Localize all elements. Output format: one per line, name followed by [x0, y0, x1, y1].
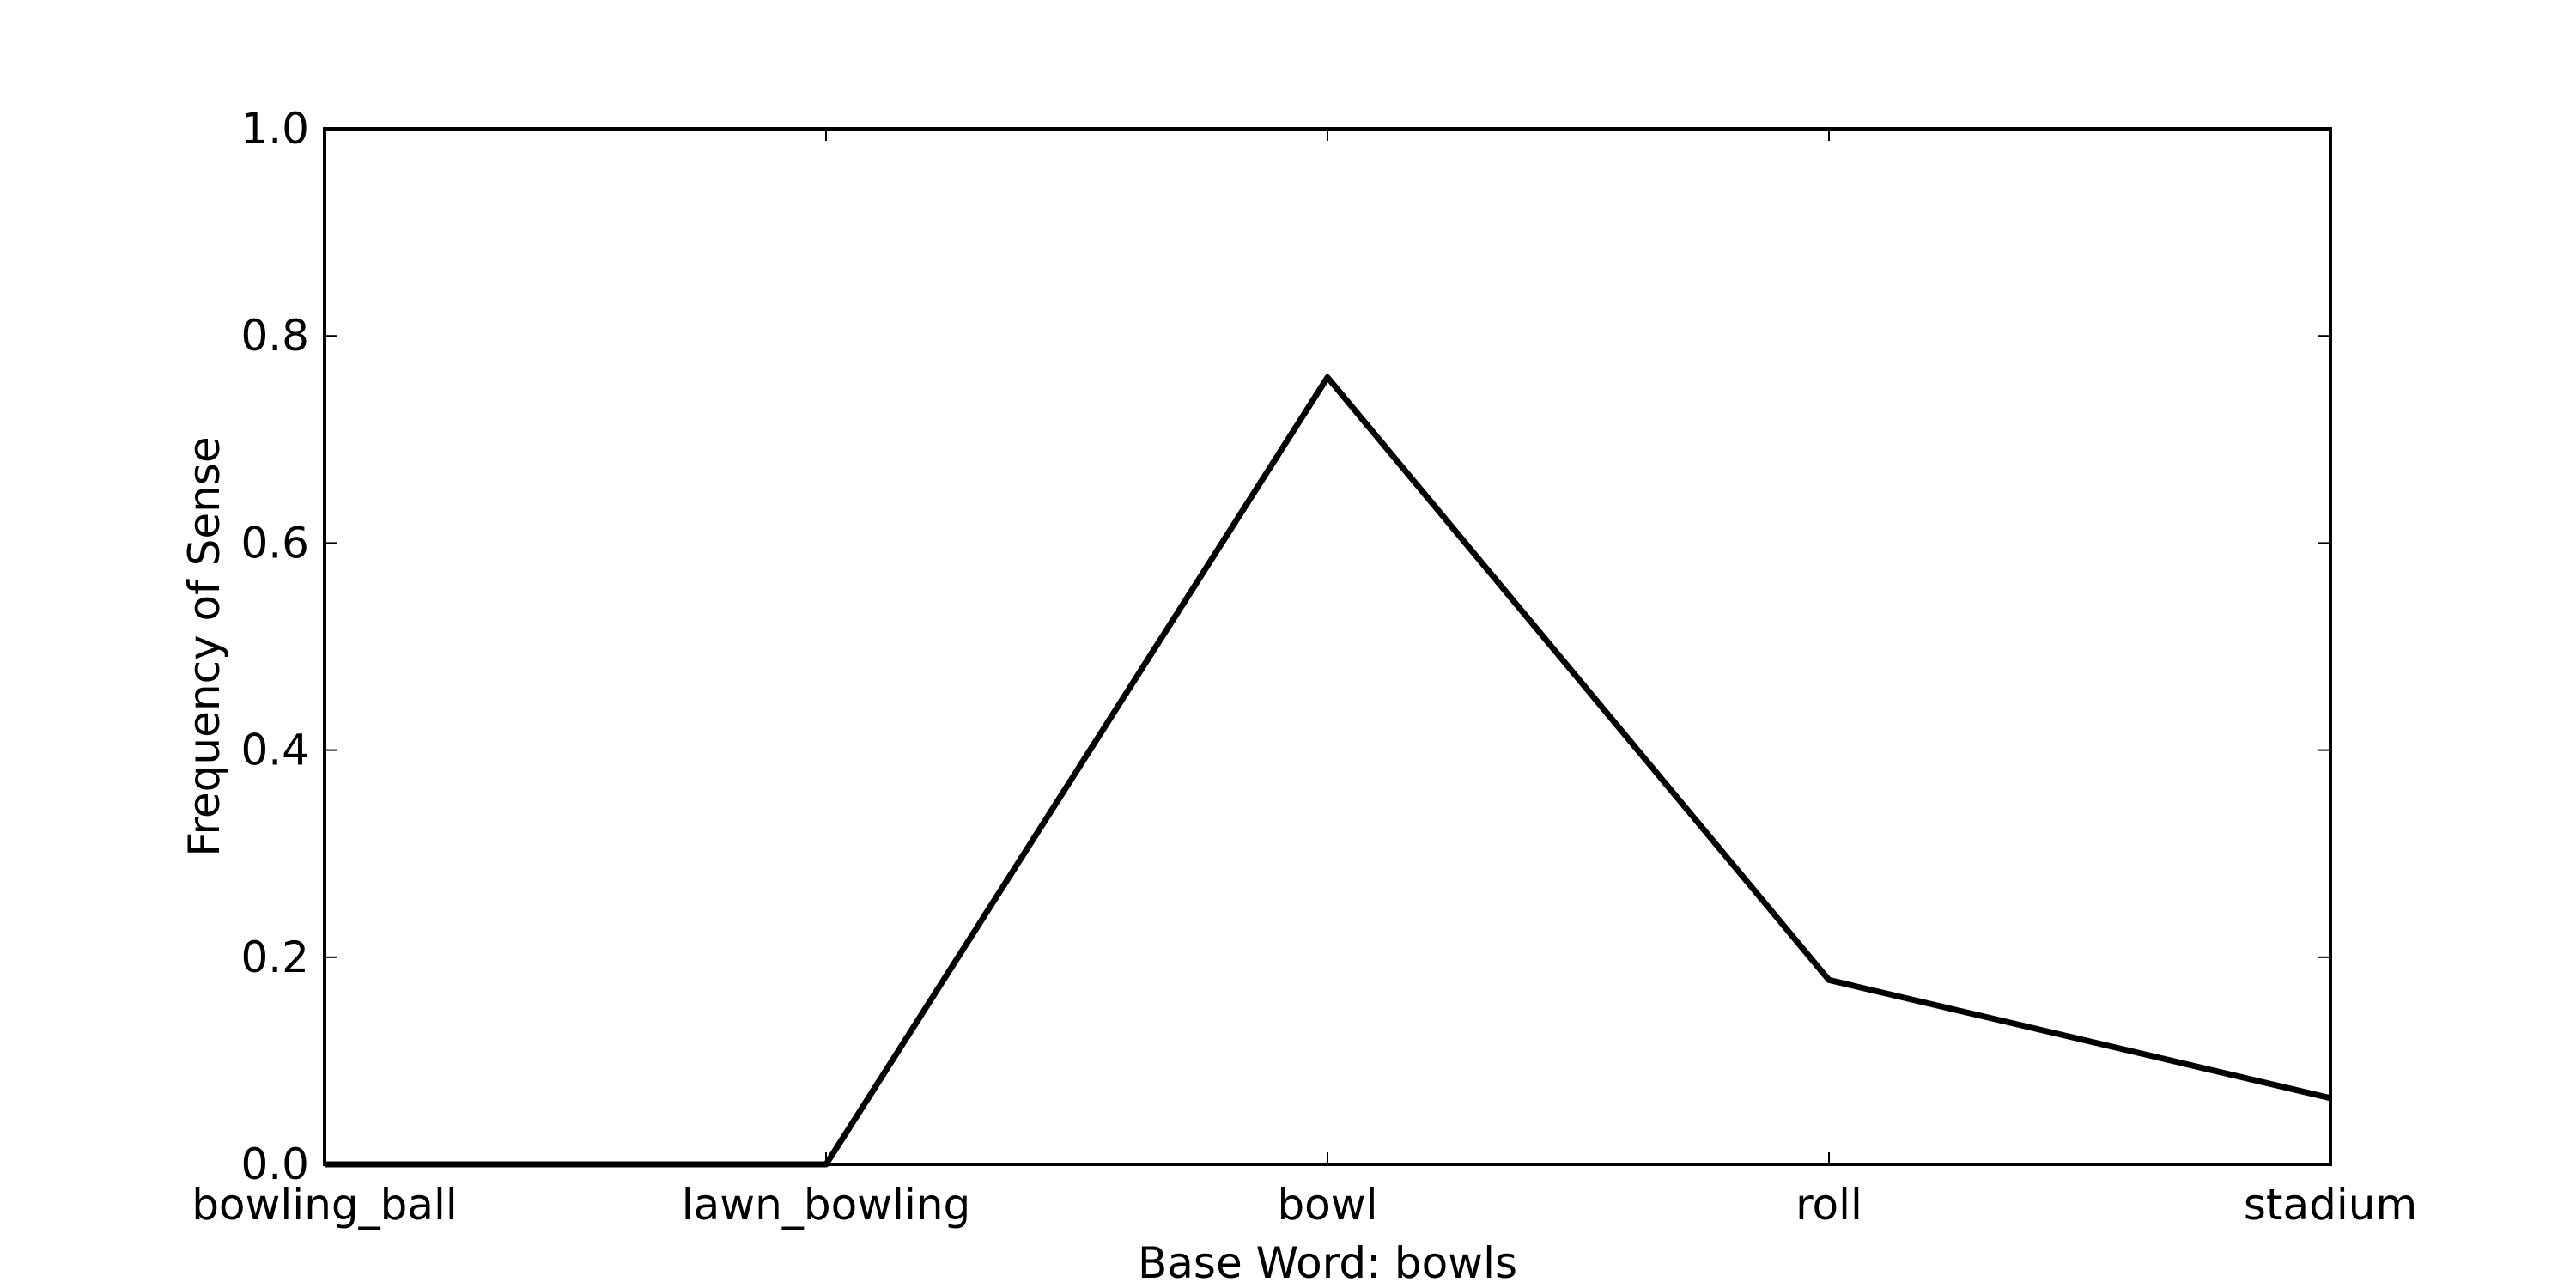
x-axis-label: Base Word: bowls	[1138, 1238, 1517, 1288]
ticks-layer	[324, 128, 2331, 1165]
x-tick-label: bowl	[1277, 1180, 1377, 1230]
plot-frame	[323, 127, 2332, 1166]
y-tick-label: 0.8	[240, 311, 309, 361]
x-tick-label: bowling_ball	[191, 1180, 458, 1230]
labels-layer: 0.0 0.2 0.4 0.6 0.8 1.0 bowling_ball lawn_bowli…	[191, 104, 2417, 1230]
y-tick-label: 0.4	[240, 726, 309, 775]
y-tick-label: 1.0	[240, 104, 309, 154]
y-tick-label: 0.6	[240, 518, 309, 568]
y-axis-label: Frequency of Sense	[179, 436, 229, 856]
y-tick-label: 0.2	[240, 933, 309, 982]
x-tick-label: stadium	[2244, 1180, 2417, 1230]
x-tick-label: lawn_bowling	[682, 1180, 971, 1230]
x-tick-label: roll	[1795, 1180, 1862, 1230]
series-layer	[325, 374, 2331, 1168]
series-line	[325, 374, 2331, 1168]
y-tick-label: 0.0	[240, 1139, 309, 1189]
